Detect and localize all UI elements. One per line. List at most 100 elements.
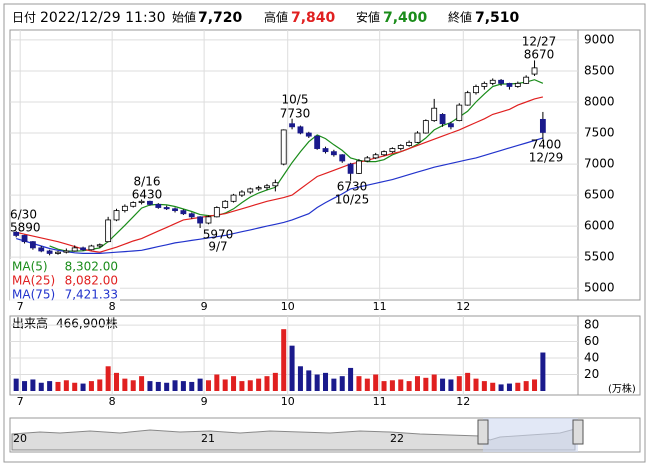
ma-line xyxy=(16,137,544,254)
candle-body xyxy=(347,163,354,174)
volume-bar xyxy=(47,381,53,391)
candle-body xyxy=(138,200,145,203)
navigator-label: 21 xyxy=(201,432,215,445)
datetime: 2022/12/29 11:30 xyxy=(40,10,166,26)
navigator-window[interactable] xyxy=(483,418,578,452)
candle-body xyxy=(255,187,262,190)
candle-body xyxy=(172,208,178,212)
candle-body xyxy=(155,204,162,208)
candle-body xyxy=(38,247,45,252)
candle-body xyxy=(464,92,471,106)
volume-bar xyxy=(180,381,186,391)
candle-body xyxy=(414,132,421,143)
y-tick-label: 7500 xyxy=(584,126,615,140)
open-label: 始値 xyxy=(172,10,196,25)
candle-body xyxy=(180,210,187,215)
x-tick-label: 8 xyxy=(109,395,116,408)
y-tick-label: 8500 xyxy=(584,63,615,77)
volume-bar xyxy=(113,372,120,391)
candle-body xyxy=(239,191,245,196)
close-label: 終値 xyxy=(448,10,472,25)
candle-body xyxy=(431,107,438,122)
legend-value: 8,302.00 xyxy=(65,260,118,274)
legend-name: MA(25) xyxy=(12,274,55,288)
volume-bar xyxy=(155,381,161,391)
candle-body xyxy=(314,135,321,149)
ma-line xyxy=(16,96,544,253)
high-value: 7,840 xyxy=(291,10,336,26)
navigator-label: 20 xyxy=(13,432,27,445)
candle-body xyxy=(422,120,429,134)
volume-bar xyxy=(272,372,278,391)
candle-body xyxy=(130,202,137,207)
x-tick-label: 9 xyxy=(201,395,208,408)
candle-body xyxy=(80,247,86,251)
volume-bar xyxy=(490,382,496,391)
candle-body xyxy=(46,250,53,254)
volume-bar xyxy=(506,383,512,391)
low-value: 7,400 xyxy=(383,10,428,26)
volume-bar xyxy=(540,352,546,391)
annotation-price: 5970 xyxy=(203,228,234,242)
volume-bar xyxy=(323,372,329,391)
volume-bar xyxy=(339,376,345,391)
candle-body xyxy=(88,245,95,251)
candle-body xyxy=(305,132,312,137)
open-value: 7,720 xyxy=(198,10,243,26)
volume-bar xyxy=(281,329,287,391)
legend-name: MA(5) xyxy=(12,260,48,274)
candle-body xyxy=(523,76,530,84)
candle-body xyxy=(397,145,404,149)
candle-body xyxy=(473,86,479,94)
volume-bar xyxy=(448,379,454,391)
navigator-handle[interactable] xyxy=(572,419,584,445)
x-tick-label: 7 xyxy=(17,300,24,313)
candle-body xyxy=(439,114,446,125)
volume-bar xyxy=(264,376,270,391)
annotation-price: 6430 xyxy=(132,188,163,202)
candle-body xyxy=(55,251,61,254)
volume-bar xyxy=(105,366,111,391)
volume-bar xyxy=(189,381,195,391)
volume-bar xyxy=(197,378,203,391)
volume-bar xyxy=(364,378,370,391)
annotation-date: 9/7 xyxy=(208,240,227,254)
candle-body xyxy=(489,79,496,84)
candle-body xyxy=(280,129,287,165)
x-tick-label: 8 xyxy=(109,300,116,313)
candle-body xyxy=(339,154,346,162)
candle-body xyxy=(213,207,220,218)
candle-body xyxy=(272,182,279,187)
volume-bar xyxy=(348,367,354,391)
candle-body xyxy=(13,231,20,236)
candle-body xyxy=(163,207,170,210)
candle-body xyxy=(406,141,413,146)
volume-latest: 466,900株 xyxy=(56,316,118,331)
volume-bar xyxy=(473,378,479,391)
volume-bar xyxy=(97,379,103,391)
annotation-date: 10/25 xyxy=(335,193,370,207)
candle-body xyxy=(264,185,270,189)
volume-bar xyxy=(231,376,237,391)
y-tick-label: 20 xyxy=(584,367,599,381)
annotation-price: 5890 xyxy=(10,221,41,235)
candle-body xyxy=(230,194,237,202)
volume-bar xyxy=(172,380,178,391)
x-tick-label: 10 xyxy=(281,300,295,313)
volume-bar xyxy=(314,374,320,391)
volume-bar xyxy=(423,377,429,391)
candle-body xyxy=(21,235,28,243)
volume-bar xyxy=(306,370,312,391)
candle-body xyxy=(364,157,371,162)
x-tick-label: 11 xyxy=(373,300,387,313)
x-tick-label: 12 xyxy=(456,395,470,408)
x-tick-label: 10 xyxy=(281,395,295,408)
navigator-handle[interactable] xyxy=(477,419,489,445)
volume-bar xyxy=(431,374,437,391)
annotation-date: 12/27 xyxy=(522,35,557,49)
volume-unit: (万株) xyxy=(608,382,636,395)
volume-bar xyxy=(38,382,44,391)
candle-body xyxy=(506,82,513,87)
x-tick-label: 7 xyxy=(17,395,24,408)
